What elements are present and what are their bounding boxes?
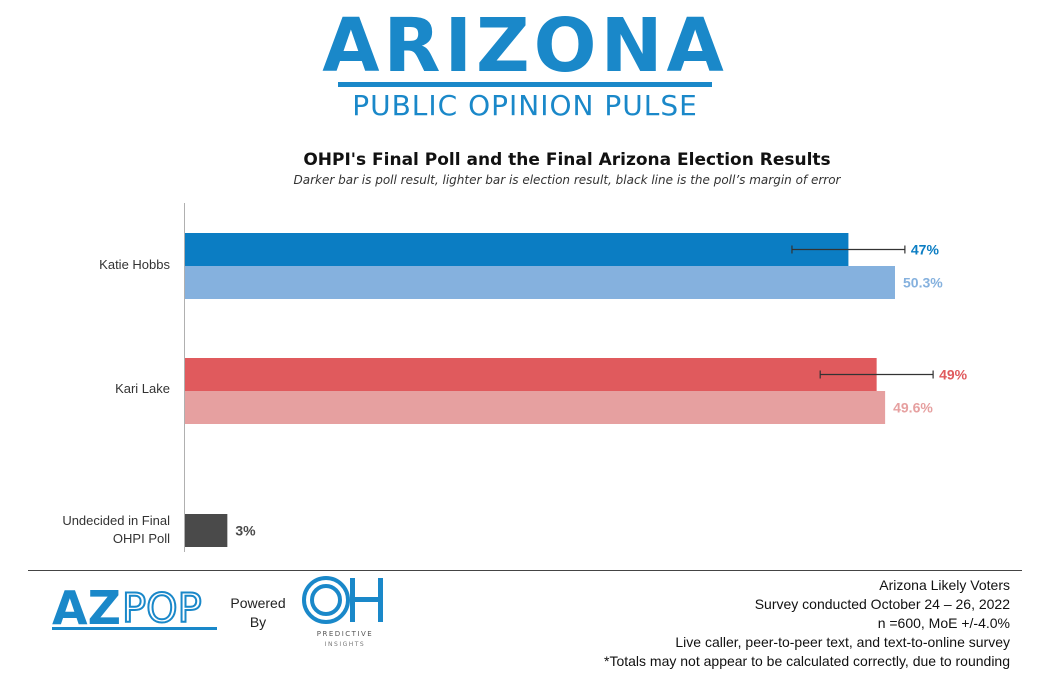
oh-logo-o-outer	[302, 576, 350, 624]
survey-note-dates: Survey conducted October 24 – 26, 2022	[754, 596, 1010, 612]
bar	[185, 391, 886, 424]
chart-subtitle: Darker bar is poll result, lighter bar i…	[293, 173, 841, 187]
survey-note-rounding: *Totals may not appear to be calculated …	[604, 653, 1010, 669]
logo-divider	[338, 82, 712, 87]
azpop-logo-underline	[52, 627, 217, 630]
data-label: 49%	[939, 367, 968, 383]
plot-area: Katie Hobbs 47% 50.3% Kari Lake 49% 49.6% Unde…	[62, 233, 968, 547]
data-label: 49.6%	[893, 400, 933, 416]
category-label: Katie Hobbs	[99, 257, 170, 272]
footer-divider	[28, 570, 1022, 571]
data-label: 3%	[235, 523, 256, 539]
bar	[185, 266, 895, 299]
arizona-logo-title: ARIZONA	[322, 3, 728, 89]
bar	[185, 233, 849, 266]
category-label: Kari Lake	[115, 381, 170, 396]
survey-note-population: Arizona Likely Voters	[879, 577, 1010, 593]
bar	[185, 358, 877, 391]
oh-logo-h-bar	[350, 597, 383, 602]
powered-by-line-1: Powered	[230, 595, 286, 611]
oh-logo-o-inner	[310, 584, 342, 616]
oh-logo-sub-1: PREDICTIVE	[317, 630, 373, 638]
chart-title: OHPI's Final Poll and the Final Arizona …	[303, 150, 831, 170]
azpop-logo-pop: POP	[122, 586, 202, 632]
data-label: 50.3%	[903, 275, 943, 291]
category-label: Undecided in Final OHPI Poll	[62, 513, 170, 546]
oh-logo-sub-2: INSIGHTS	[325, 641, 365, 648]
arizona-logo-subtitle: PUBLIC OPINION PULSE	[352, 89, 698, 122]
survey-note-method: Live caller, peer-to-peer text, and text…	[675, 634, 1010, 650]
azpop-logo: AZ POP	[52, 582, 217, 634]
bar	[185, 514, 228, 547]
powered-by-text: Powered By	[224, 594, 292, 632]
azpop-logo-az: AZ	[52, 582, 121, 634]
predictive-insights-logo: PREDICTIVE INSIGHTS	[302, 576, 383, 648]
bar-chart: Katie Hobbs 47% 50.3% Kari Lake 49% 49.6% Unde…	[62, 203, 968, 552]
powered-by-line-2: By	[249, 614, 267, 630]
survey-note-sample: n =600, MoE +/-4.0%	[877, 615, 1010, 631]
survey-notes: Arizona Likely Voters Survey conducted O…	[604, 576, 1010, 671]
data-label: 47%	[911, 242, 940, 258]
